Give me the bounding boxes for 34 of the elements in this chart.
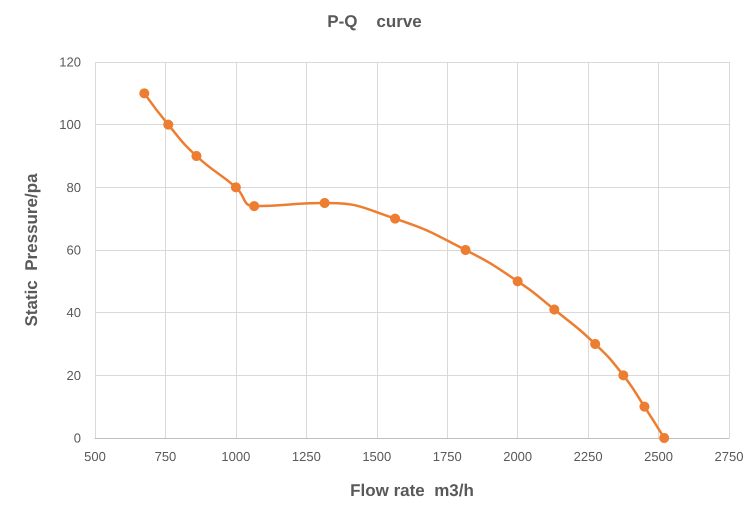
point	[163, 120, 174, 130]
point	[320, 198, 330, 208]
y-tick-label: 60	[66, 242, 81, 258]
point	[390, 214, 400, 224]
x-tick-label: 1250	[292, 449, 321, 464]
chart-title: P-Q curve	[327, 12, 422, 31]
point	[639, 402, 650, 412]
point	[512, 276, 523, 286]
point	[549, 304, 560, 315]
x-axis-title: Flow rate m3/h	[350, 481, 474, 500]
x-tick-label: 2500	[644, 449, 674, 464]
x-tick-label: 750	[154, 449, 176, 464]
point	[139, 88, 150, 98]
x-tick-label: 2250	[574, 449, 603, 464]
x-tick-label: 1750	[432, 449, 462, 464]
point	[230, 182, 241, 192]
point	[249, 201, 260, 212]
y-tick-label: 80	[66, 180, 81, 195]
x-tick-label: 1500	[362, 449, 392, 464]
point	[659, 433, 670, 443]
y-tick-label: 120	[59, 54, 81, 70]
x-tick-label: 2750	[714, 449, 744, 464]
y-tick-label: 20	[66, 368, 81, 383]
x-tick-label: 500	[84, 449, 106, 464]
y-tick-label: 0	[74, 430, 81, 446]
point	[460, 245, 471, 255]
point	[191, 151, 202, 161]
point	[618, 370, 628, 380]
x-tick-label: 1000	[221, 449, 250, 464]
y-tick-label: 40	[66, 305, 81, 320]
x-tick-label: 2000	[503, 449, 532, 464]
point	[590, 339, 600, 349]
y-tick-label: 100	[59, 117, 81, 132]
y-axis-title: Static Pressure/pa	[22, 172, 41, 327]
